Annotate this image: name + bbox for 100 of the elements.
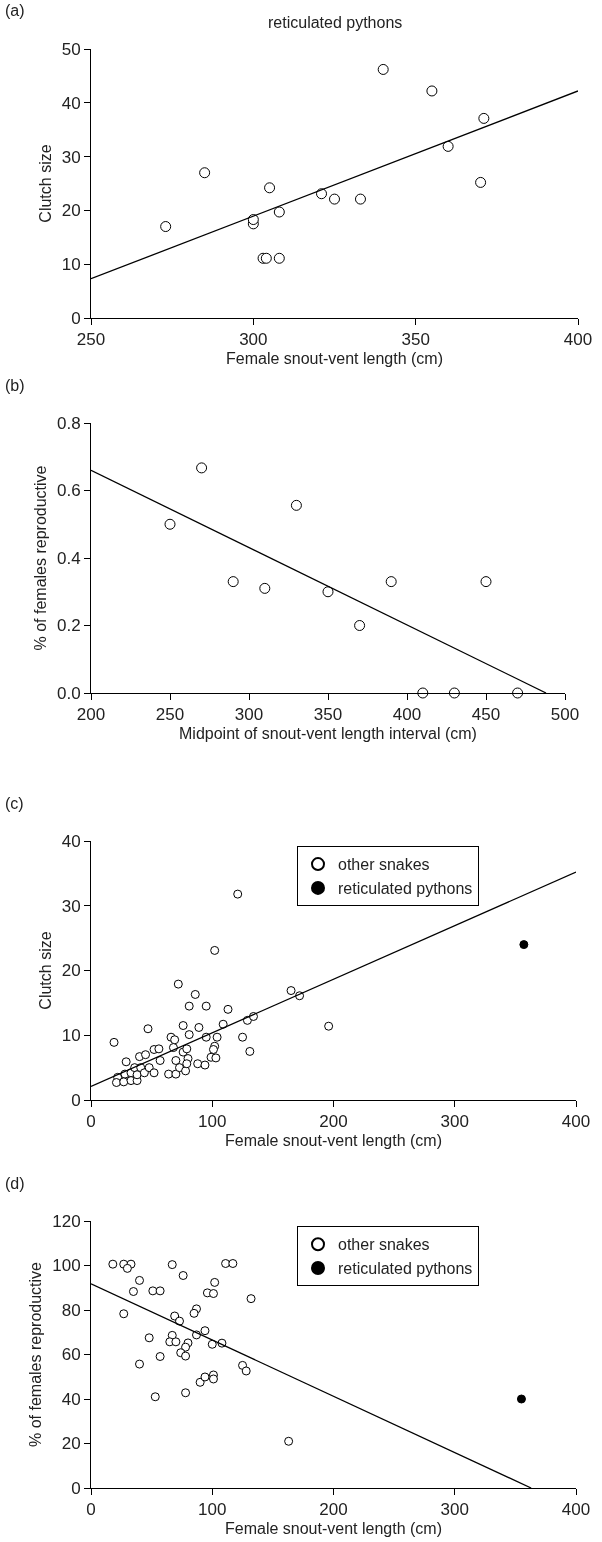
point: [385, 576, 397, 588]
point: [160, 221, 172, 233]
x-tick-label: 450: [471, 705, 501, 725]
point: [210, 945, 220, 955]
point: [512, 687, 524, 699]
point: [246, 1294, 256, 1304]
point: [442, 140, 454, 152]
point: [238, 1032, 248, 1042]
text: (b): [5, 377, 25, 394]
point: [195, 1377, 205, 1387]
x-axis-title: Female snout-vent length (cm): [225, 1132, 442, 1150]
point: [290, 499, 302, 511]
point: [132, 1070, 142, 1080]
point: [155, 1352, 165, 1361]
point: [108, 1259, 118, 1269]
point: [196, 462, 208, 474]
chart-title: reticulated pythons: [268, 14, 403, 31]
point: [171, 1069, 181, 1079]
point: [273, 252, 285, 264]
point: [184, 1001, 194, 1011]
point: [143, 1024, 153, 1034]
point: [200, 1326, 210, 1336]
x-tick-label: 0: [86, 1500, 96, 1520]
y-tick-label: 30: [61, 147, 81, 167]
point: [448, 687, 460, 699]
y-tick-label: 30: [61, 896, 81, 916]
point: [200, 1060, 210, 1070]
x-tick-label: 400: [392, 705, 422, 725]
point: [516, 1394, 526, 1404]
point: [144, 1063, 154, 1073]
y-tick-label: 20: [61, 1434, 81, 1454]
y-tick-label: 20: [61, 201, 81, 221]
y-tick-label: 100: [52, 1256, 81, 1276]
x-axis-title: Midpoint of snout-vent length interval (cm): [179, 725, 477, 743]
y-tick-label: 0.2: [56, 616, 81, 636]
point: [178, 1271, 188, 1281]
point: [111, 1078, 121, 1088]
point: [259, 582, 271, 594]
point: [212, 1032, 222, 1042]
point: [184, 1030, 194, 1040]
x-tick-label: 200: [76, 705, 106, 725]
point: [194, 1022, 204, 1032]
point: [377, 63, 389, 75]
point: [210, 1277, 220, 1287]
legend-label: reticulated pythons: [338, 1260, 473, 1278]
point: [478, 112, 490, 124]
y-axis-title: Clutch size: [36, 931, 54, 1010]
text: (c): [5, 795, 24, 812]
point: [149, 1068, 159, 1078]
x-tick-label: 400: [563, 330, 593, 350]
point: [171, 1337, 181, 1347]
y-tick-label: 0.6: [56, 481, 81, 501]
point: [150, 1392, 160, 1402]
point: [190, 989, 200, 999]
point: [200, 1372, 210, 1382]
point: [173, 979, 183, 989]
y-axis-title: Clutch size: [36, 144, 54, 223]
point: [141, 1050, 151, 1060]
point: [170, 1035, 180, 1045]
y-tick-label: 60: [61, 1345, 81, 1365]
point: [167, 1260, 177, 1270]
point: [135, 1359, 144, 1369]
point: [273, 206, 285, 218]
y-tick-label: 0: [71, 1478, 81, 1498]
point: [109, 1037, 119, 1047]
point: [241, 1366, 251, 1376]
point: [475, 176, 487, 188]
point: [122, 1263, 132, 1273]
y-tick-label: 120: [52, 1211, 81, 1231]
x-tick-label: 300: [239, 330, 268, 350]
point: [227, 576, 239, 588]
y-tick-label: 0.0: [56, 683, 81, 703]
point: [324, 1021, 334, 1031]
point: [233, 889, 243, 899]
point: [208, 1289, 218, 1299]
point: [119, 1309, 129, 1319]
y-tick-label: 0: [71, 1090, 81, 1110]
point: [139, 1068, 149, 1078]
legend-label: other snakes: [338, 1236, 430, 1254]
point: [199, 167, 211, 179]
point: [316, 188, 328, 200]
point: [480, 576, 492, 588]
x-tick-label: 300: [234, 705, 264, 725]
y-tick-label: 80: [61, 1300, 81, 1320]
point: [175, 1316, 185, 1326]
point: [181, 1351, 191, 1361]
x-tick-label: 500: [550, 705, 580, 725]
y-axis-title: % of females reproductive: [27, 1261, 45, 1447]
legend-label: other snakes: [338, 856, 430, 874]
point: [264, 182, 276, 194]
point: [178, 1021, 188, 1031]
point: [207, 1339, 217, 1349]
y-axis-title: % of females reproductive: [31, 465, 49, 651]
x-tick-label: 250: [76, 330, 106, 350]
x-tick-label: 350: [313, 705, 343, 725]
y-tick-label: 40: [61, 93, 81, 113]
point: [193, 1059, 203, 1069]
point: [329, 193, 340, 205]
point: [201, 1001, 211, 1011]
x-tick-label: 250: [155, 705, 185, 725]
